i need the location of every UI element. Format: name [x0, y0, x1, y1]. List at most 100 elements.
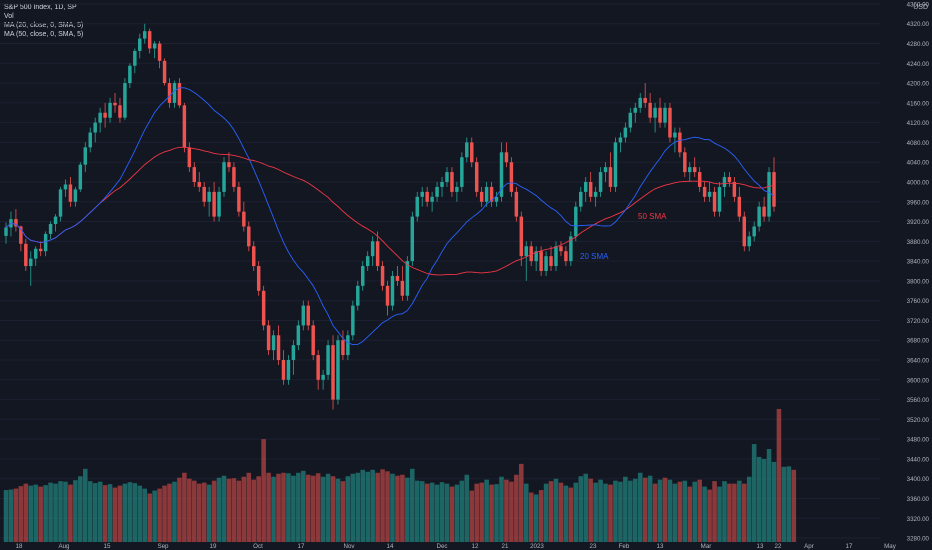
volume-bar — [474, 483, 479, 542]
volume-bar — [13, 488, 19, 542]
volume-bar — [261, 439, 266, 542]
candle-body — [504, 152, 509, 163]
x-tick-label: 22 — [775, 543, 782, 550]
candle-body — [356, 285, 360, 306]
candle-body — [588, 181, 593, 197]
x-tick-label: 17 — [298, 543, 305, 550]
volume-bar — [494, 484, 499, 542]
y-tick-label: 4040.00 — [907, 160, 930, 167]
candle-body — [514, 191, 519, 217]
candle-body — [24, 243, 28, 267]
y-tick-label: 3640.00 — [907, 358, 930, 365]
candle-body — [108, 102, 112, 118]
volume-bar — [558, 482, 564, 542]
volume-bar — [117, 485, 123, 542]
candle-body — [653, 107, 657, 118]
candle-body — [197, 181, 201, 187]
volume-bar — [315, 473, 321, 542]
x-tick-label: 21 — [502, 543, 509, 550]
volume-bar — [276, 473, 281, 542]
candle-body — [227, 162, 231, 168]
candle-body — [182, 105, 187, 148]
candle-body — [286, 360, 291, 380]
volume-bar — [519, 463, 524, 542]
volume-bar — [325, 473, 331, 542]
candle-body — [370, 241, 375, 257]
volume-bar — [122, 483, 128, 542]
volume-bar — [301, 470, 306, 542]
volume-bar — [444, 483, 450, 542]
volume-bar — [28, 485, 34, 542]
volume-bar — [657, 479, 663, 542]
volume-bar — [92, 483, 98, 542]
candle-body — [103, 112, 107, 118]
sma50-annotation: 50 SMA — [638, 212, 667, 221]
candle-body — [583, 181, 588, 192]
symbol-title: S&P 500 Index, 1D, SP — [4, 4, 77, 11]
volume-bar — [553, 478, 559, 542]
candle-body — [603, 167, 608, 173]
candle-body — [266, 325, 271, 351]
candle-body — [331, 345, 335, 400]
candle-body — [494, 196, 499, 202]
x-tick-label: Nov — [343, 543, 355, 550]
y-tick-label: 3800.00 — [907, 278, 930, 285]
candle-body — [276, 335, 281, 361]
candle-body — [608, 167, 613, 187]
volume-bar — [345, 476, 351, 542]
volume-bar — [429, 482, 435, 542]
volume-bar — [628, 480, 633, 542]
volume-bar — [23, 483, 29, 542]
candle-body — [326, 345, 330, 375]
volume-bar — [573, 482, 579, 542]
candle-body — [63, 184, 68, 190]
volume-bar — [717, 486, 722, 542]
candle-body — [564, 251, 568, 262]
candle-body — [405, 261, 410, 296]
y-tick-label: 3920.00 — [907, 219, 930, 226]
volume-bar — [613, 480, 618, 542]
candle-body — [623, 127, 628, 138]
candle-body — [479, 191, 484, 202]
volume-bar — [662, 477, 668, 542]
y-tick-label: 4120.00 — [907, 120, 930, 127]
sma20-annotation: 20 SMA — [580, 252, 609, 261]
volume-bar — [637, 472, 643, 542]
volume-bar — [568, 487, 574, 542]
y-tick-label: 3760.00 — [907, 298, 930, 305]
volume-bar — [484, 479, 489, 542]
candle-body — [237, 186, 241, 212]
candle-body — [281, 360, 286, 380]
candle-body — [717, 186, 722, 212]
volume-bar — [182, 472, 187, 542]
volume-bar — [667, 479, 673, 542]
candle-body — [683, 152, 687, 173]
candle-body — [162, 60, 167, 84]
volume-bar — [53, 483, 58, 542]
volume-bar — [499, 476, 504, 542]
candle-body — [207, 191, 211, 202]
volume-bar — [8, 489, 14, 542]
candle-body — [757, 206, 761, 227]
ma50-line — [5, 146, 775, 276]
candle-body — [569, 236, 573, 262]
candle-body — [509, 162, 514, 192]
volume-bar — [211, 480, 217, 542]
volume-bar — [142, 488, 148, 542]
y-tick-label: 3480.00 — [907, 437, 930, 444]
candle-body — [395, 275, 400, 281]
candle-body — [678, 132, 682, 153]
candle-body — [306, 305, 310, 326]
volume-bar — [652, 483, 658, 542]
y-tick-label: 3280.00 — [907, 536, 930, 543]
volume-bar — [776, 408, 782, 542]
volume-bar — [18, 486, 24, 542]
candle-body — [261, 290, 266, 326]
volume-bar — [355, 472, 361, 542]
volume-legend: Vol — [4, 13, 14, 20]
volume-bar — [38, 486, 43, 542]
volume-bar — [251, 479, 257, 542]
candle-body — [737, 196, 742, 217]
candle-body — [217, 191, 221, 217]
